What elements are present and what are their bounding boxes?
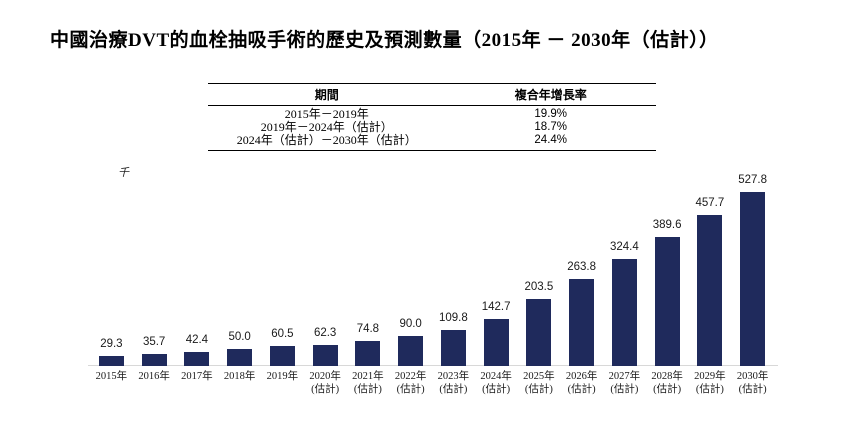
bar-value-label: 90.0 [399,318,422,330]
bar [654,237,680,366]
bar-value-label: 324.4 [610,241,639,253]
bar [611,259,637,366]
bar-value-label: 29.3 [100,338,123,350]
x-axis-label: 2030年 (估計) [736,371,769,395]
x-axis-label: 2019年 [266,371,299,382]
bar [697,215,723,366]
cagr-cell: 19.9% [534,108,568,120]
bar [184,352,210,366]
bar [355,341,381,366]
bar-value-label: 263.8 [567,261,597,273]
bar [141,354,167,366]
bar [569,279,595,366]
bar-value-label: 457.7 [695,197,725,209]
bar [269,346,295,366]
bar [98,356,124,366]
bar [312,345,338,366]
bar-value-label: 42.4 [185,334,209,346]
x-axis-label: 2022年 (估計) [394,371,427,395]
bar-value-label: 527.8 [738,174,768,186]
period-cell: 2024年（估計）－2030年（估計） [236,133,417,147]
x-axis-label: 2024年 (估計) [480,371,512,395]
x-axis-label: 2016年 [138,371,170,382]
x-axis-label: 2015年 [95,371,128,382]
table-row: 2019年－2024年（估計） 18.7% [208,121,656,134]
y-axis-unit-label: 千 [118,167,129,179]
bar [483,319,509,366]
bar-value-label: 389.6 [652,219,682,231]
cagr-table-body: 2015年－2019年 19.9% 2019年－2024年（估計） 18.7% … [208,106,656,150]
table-header-period: 期間 [314,88,339,102]
table-row: 2015年－2019年 19.9% [208,108,656,121]
bar-value-label: 74.8 [356,323,380,335]
x-axis-label: 2026年 (估計) [565,371,598,395]
bar [227,349,253,366]
x-axis-label: 2023年 (估計) [437,371,470,395]
x-axis-label: 2017年 [181,371,213,382]
x-axis-line [88,365,778,366]
cagr-cell: 18.7% [534,121,568,133]
cagr-table: 期間 複合年增長率 2015年－2019年 19.9% 2019年－2024年（… [208,83,656,151]
bar-value-label: 109.8 [439,312,468,324]
x-axis-label: 2025年 (估計) [523,371,555,395]
x-axis-label: 2021年 (估計) [352,371,384,395]
bar [440,330,466,366]
table-header-cagr: 複合年增長率 [514,88,587,102]
period-cell: 2015年－2019年 [284,107,369,121]
bar-value-label: 60.5 [271,328,294,340]
cagr-cell: 24.4% [534,134,568,146]
bar [398,336,424,366]
x-axis-label: 2027年 (估計) [608,371,641,395]
figure-title: 中國治療DVT的血栓抽吸手術的歷史及預測數量（2015年 － 2030年（估計）… [50,30,719,51]
cagr-table-header-row: 期間 複合年增長率 [208,84,656,106]
bar-value-label: 142.7 [481,301,511,313]
bar [740,192,766,366]
period-cell: 2019年－2024年（估計） [260,120,393,134]
x-axis-label: 2029年 (估計) [694,371,726,395]
bar-value-label: 50.0 [228,331,251,343]
table-row: 2024年（估計）－2030年（估計） 24.4% [208,134,656,147]
x-axis-label: 2018年 [223,371,256,382]
x-axis-label: 2020年 (估計) [309,371,341,395]
bar-value-label: 203.5 [524,281,554,293]
bar-value-label: 35.7 [142,336,166,348]
bar [526,299,552,366]
x-axis-label: 2028年 (估計) [651,371,683,395]
bar-value-label: 62.3 [313,327,337,339]
